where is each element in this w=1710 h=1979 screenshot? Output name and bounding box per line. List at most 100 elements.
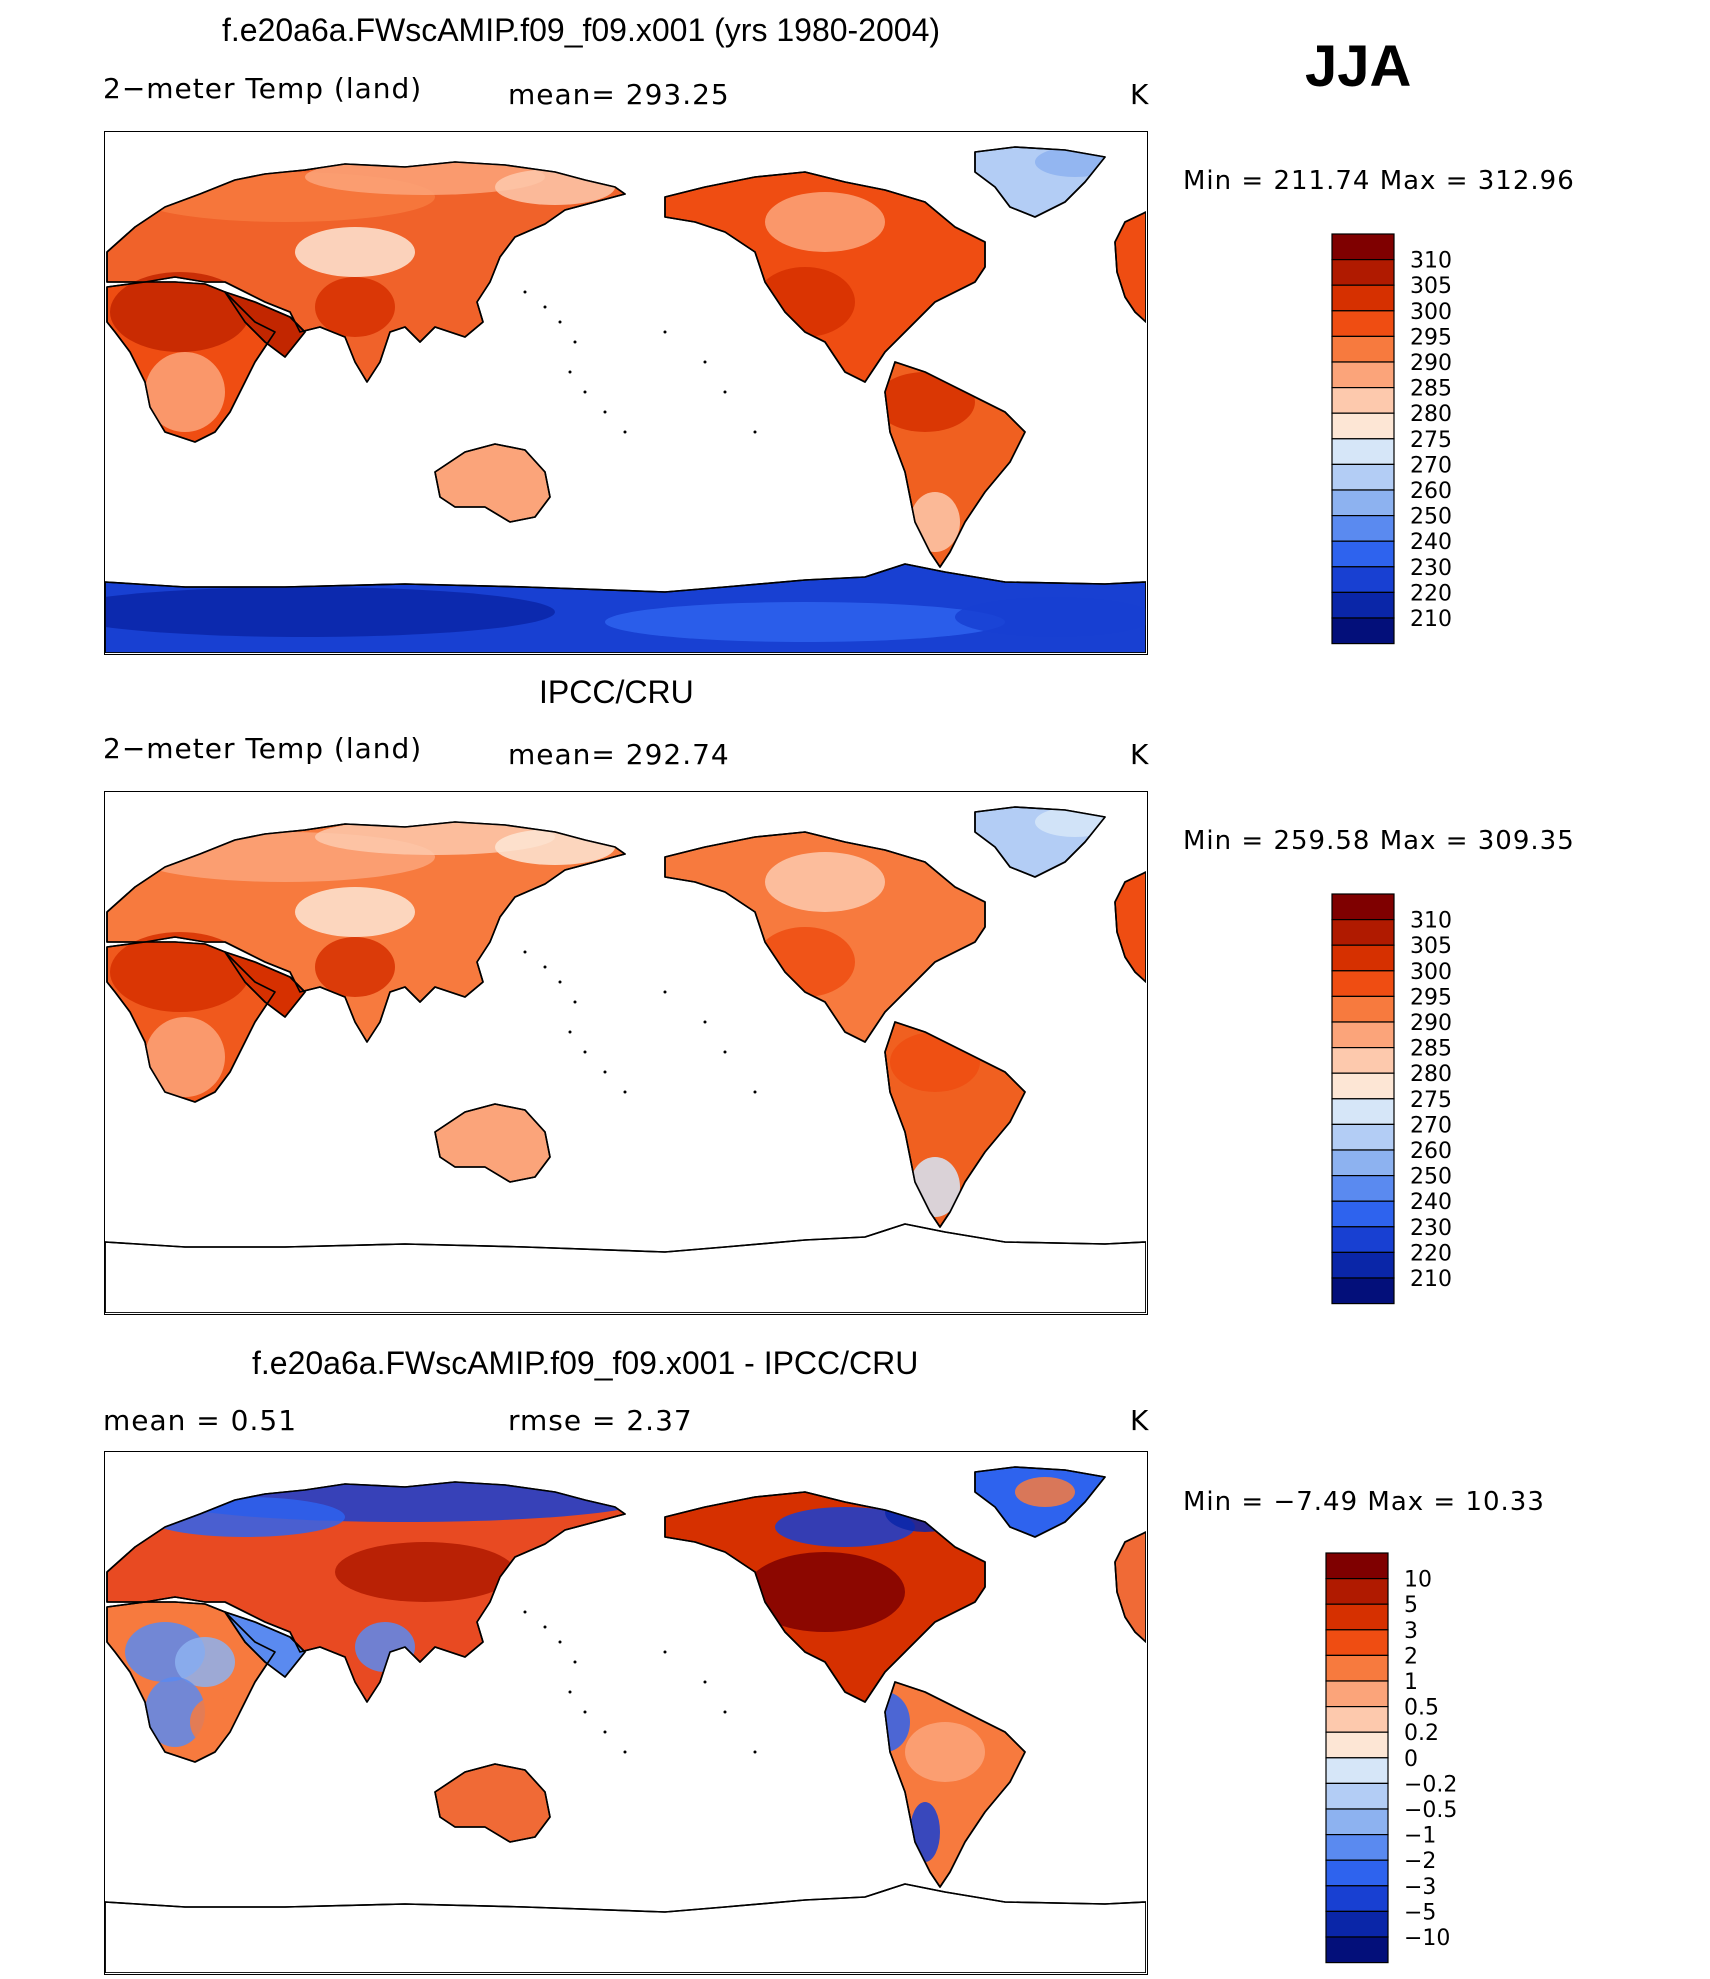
shading-region: [765, 852, 885, 912]
colorbar-tick-label: 305: [1410, 934, 1452, 959]
shading-region: [875, 372, 975, 432]
island-dot: [543, 1625, 547, 1629]
colorbar-tick-label: 220: [1410, 581, 1452, 606]
land-detail: [105, 147, 1146, 642]
panel-3-units: K: [1130, 1404, 1150, 1437]
colorbar-swatch: [1325, 1680, 1389, 1708]
colorbar-swatch: [1331, 893, 1395, 921]
panel-3-title: f.e20a6a.FWscAMIP.f09_f09.x001 - IPCC/CR…: [252, 1345, 919, 1381]
colorbar-swatch: [1325, 1552, 1389, 1580]
shading-region: [305, 159, 545, 195]
colorbar-swatch: [1325, 1629, 1389, 1657]
shading-region: [755, 267, 855, 337]
island-dot: [543, 965, 547, 969]
colorbar-tick-label: 285: [1410, 377, 1452, 402]
coastline: [1114, 871, 1146, 983]
colorbar-tick-label: 310: [1410, 909, 1452, 934]
colorbar-tick-label: 290: [1410, 1011, 1452, 1036]
colorbar-tick-label: 0: [1404, 1747, 1418, 1772]
island-dot: [753, 1090, 757, 1094]
season-label: JJA: [1305, 34, 1412, 99]
colorbar-swatch: [1325, 1757, 1389, 1785]
island-dot: [623, 430, 627, 434]
coastline: [434, 1103, 551, 1183]
panel-1-map: [104, 131, 1148, 655]
coastline: [884, 1021, 1026, 1228]
colorbar-swatch: [1331, 310, 1395, 338]
colorbar-swatch: [1331, 1251, 1395, 1279]
colorbar-tick-label: 240: [1410, 530, 1452, 555]
colorbar-swatch: [1331, 1277, 1395, 1305]
colorbar-tick-label: 230: [1410, 1216, 1452, 1241]
colorbar-swatch: [1325, 1808, 1389, 1836]
colorbar-tick-label: 250: [1410, 505, 1452, 530]
colorbar-tick-label: −10: [1404, 1926, 1450, 1951]
panel-3-map: [104, 1451, 1148, 1975]
colorbar-swatch: [1331, 438, 1395, 466]
island-dot: [603, 1070, 607, 1074]
coastline: [106, 821, 626, 1043]
colorbar-tick-label: 270: [1410, 453, 1452, 478]
colorbar-swatch: [1331, 489, 1395, 517]
panel-2-title: IPCC/CRU: [539, 674, 694, 710]
coastline: [105, 1883, 1146, 1973]
island-dot: [583, 390, 587, 394]
colorbar-swatch: [1331, 1175, 1395, 1202]
island-dot: [543, 305, 547, 309]
colorbar-tick-label: 275: [1410, 1088, 1452, 1113]
coastline: [974, 146, 1106, 218]
shading-region: [315, 819, 555, 855]
shading-region: [955, 597, 1146, 637]
landmass-antarctica: [105, 1883, 1146, 1973]
shading-region: [110, 272, 250, 352]
colorbar-swatch: [1331, 1072, 1395, 1100]
colorbar-swatch: [1331, 515, 1395, 542]
colorbar-swatch: [1331, 284, 1395, 312]
colorbar-swatch: [1331, 1047, 1395, 1074]
coastline: [664, 171, 986, 383]
colorbar-tick-label: 1: [1404, 1670, 1418, 1695]
island-dot: [703, 1020, 707, 1024]
colorbar-tick-label: 210: [1410, 1267, 1452, 1292]
shading-region: [910, 492, 960, 552]
land-fill: [105, 1466, 1146, 1973]
island-dot: [573, 1000, 577, 1004]
colorbar-tick-label: 5: [1404, 1593, 1418, 1618]
island-dot: [523, 290, 527, 294]
panel-3-rmse: rmse = 2.37: [508, 1404, 693, 1437]
shading-region: [910, 1802, 940, 1862]
shading-region: [495, 829, 615, 865]
coastline: [105, 1223, 1146, 1313]
panel-1-units: K: [1130, 78, 1150, 111]
island-dot: [753, 1750, 757, 1754]
colorbar-swatch: [1325, 1706, 1389, 1733]
coastline: [106, 1481, 626, 1703]
coastline: [884, 361, 1026, 568]
colorbar-swatch: [1331, 1149, 1395, 1177]
colorbar-swatch: [1331, 995, 1395, 1023]
colorbar-swatch: [1331, 919, 1395, 946]
island-dot: [523, 1610, 527, 1614]
colorbar-tick-label: 285: [1410, 1037, 1452, 1062]
landmass-antarctica: [105, 1223, 1146, 1313]
colorbar-tick-label: −5: [1404, 1900, 1436, 1925]
colorbar-swatch: [1331, 412, 1395, 440]
colorbar-swatch: [1331, 1021, 1395, 1049]
colorbar-swatch: [1331, 591, 1395, 619]
colorbar-tick-label: 10: [1404, 1568, 1432, 1593]
coastline: [1114, 211, 1146, 323]
colorbar-swatch: [1325, 1731, 1389, 1759]
colorbar-tick-label: 295: [1410, 985, 1452, 1010]
colorbar-tick-label: 240: [1410, 1190, 1452, 1215]
colorbar-tick-label: 300: [1410, 960, 1452, 985]
colorbar-tick-label: 295: [1410, 325, 1452, 350]
colorbar-tick-label: −2: [1404, 1849, 1436, 1874]
shading-region: [315, 277, 395, 337]
coastline: [974, 1466, 1106, 1538]
panel-1-minmax: Min = 211.74 Max = 312.96: [1183, 166, 1575, 196]
island-dot: [523, 950, 527, 954]
island-dot: [603, 1730, 607, 1734]
island-dot: [723, 390, 727, 394]
landmass-australia: [434, 1103, 551, 1183]
shading-region: [190, 1697, 240, 1747]
